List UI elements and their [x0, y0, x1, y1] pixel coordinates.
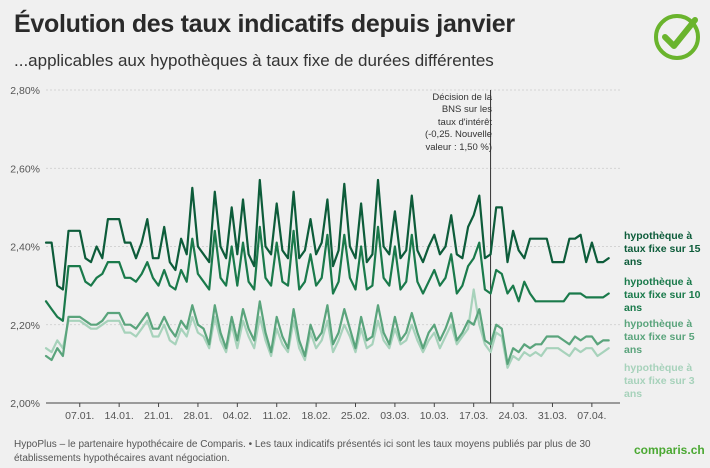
- check-circle-icon: [654, 14, 700, 60]
- bns-annotation: Décision de la BNS sur les taux d'intérê…: [424, 92, 492, 153]
- x-tick-label: 07.01.: [65, 410, 94, 422]
- x-tick-label: 11.02.: [263, 410, 291, 422]
- x-tick-label: 10.03.: [420, 410, 449, 422]
- footer-note: HypoPlus – le partenaire hypothécaire de…: [14, 439, 591, 464]
- logo-check: [662, 17, 698, 49]
- x-tick-label: 31.03.: [538, 410, 567, 422]
- x-tick-label: 14.01.: [105, 410, 134, 422]
- x-tick-label: 28.01.: [183, 410, 212, 422]
- logo-ring: [654, 14, 700, 60]
- x-tick-label: 17.03.: [459, 410, 488, 422]
- chart-subtitle: ...applicables aux hypothèques à taux fi…: [14, 51, 494, 70]
- x-tick-label: 21.01.: [144, 410, 173, 422]
- series-label-5-ans: hypothèque à taux fixe sur 5 ans: [624, 318, 695, 356]
- x-tick-label: 24.03.: [498, 410, 527, 422]
- y-tick-label: 2,80%: [10, 85, 40, 97]
- x-tick-label: 07.04.: [577, 410, 606, 422]
- x-tick-label: 18.02.: [302, 410, 331, 422]
- series-line-3: [44, 288, 610, 369]
- series-line-1: [44, 225, 610, 322]
- x-tick-label: 25.02.: [341, 410, 370, 422]
- series-label-10-ans: hypothèque à taux fixe sur 10 ans: [624, 276, 701, 314]
- y-tick-label: 2,20%: [10, 320, 40, 332]
- y-tick-label: 2,00%: [10, 398, 40, 410]
- series-label-15-ans: hypothèque à taux fixe sur 15 ans: [624, 230, 701, 268]
- x-tick-label: 04.02.: [223, 410, 252, 422]
- y-tick-label: 2,60%: [10, 163, 40, 175]
- chart-title: Évolution des taux indicatifs depuis jan…: [14, 10, 515, 38]
- y-tick-label: 2,40%: [10, 242, 40, 254]
- series-label-3-ans: hypothèque à taux fixe sur 3 ans: [624, 362, 695, 400]
- x-tick-label: 03.03.: [380, 410, 409, 422]
- series-line-2: [44, 300, 610, 365]
- brand-link[interactable]: comparis.ch: [634, 443, 705, 457]
- series-line-0: [44, 178, 610, 291]
